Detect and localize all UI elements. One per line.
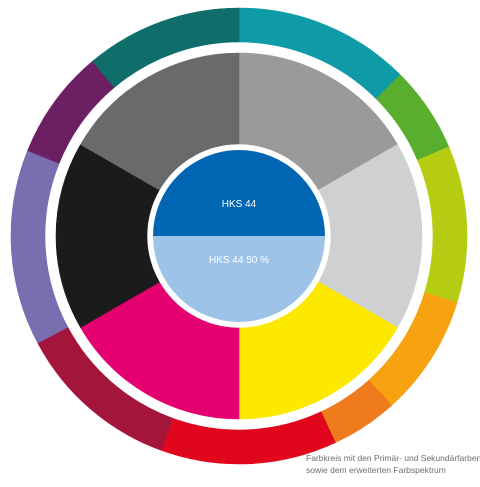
caption: Farbkreis mit den Primär- und Sekundärfa…	[306, 452, 480, 476]
center-bottom-half	[153, 236, 325, 322]
inner-color-ring	[55, 52, 423, 420]
caption-line-1: Farbkreis mit den Primär- und Sekundärfa…	[306, 453, 480, 463]
center-top-label: HKS 44	[222, 199, 257, 210]
center-top-half	[153, 150, 325, 236]
inner-ring-segment-6	[80, 52, 240, 191]
outer-ring-segment-3	[417, 146, 468, 304]
outer-ring-segment-10	[92, 7, 240, 88]
center-bottom-label: HKS 44 50 %	[209, 255, 269, 266]
outer-color-ring	[10, 7, 468, 465]
center-circle: HKS 44 HKS 44 50 %	[153, 150, 325, 322]
caption-line-2: sowie dem erweiterten Farbspektrum	[306, 465, 446, 475]
